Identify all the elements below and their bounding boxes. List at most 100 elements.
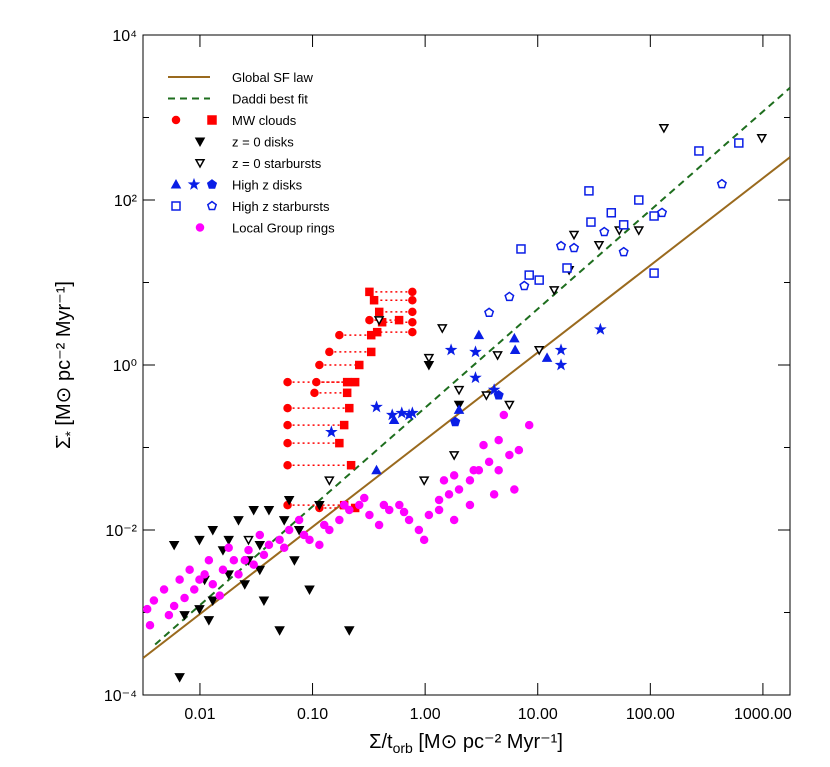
x-tick-label: 0.10: [297, 706, 328, 723]
marker: [344, 626, 355, 636]
plot-area: [143, 87, 790, 683]
marker: [533, 346, 545, 356]
x-tick-label: 100.00: [626, 706, 675, 723]
marker: [218, 565, 228, 574]
marker: [319, 520, 329, 530]
x-tick-label: 10.00: [518, 706, 558, 723]
marker: [408, 295, 417, 305]
marker: [599, 226, 610, 237]
legend-marker: [194, 137, 206, 148]
marker: [489, 490, 499, 499]
marker: [373, 316, 385, 326]
marker: [504, 400, 515, 411]
marker: [453, 404, 465, 414]
marker: [479, 440, 488, 450]
marker: [215, 591, 225, 600]
marker: [305, 535, 314, 545]
marker: [408, 287, 417, 297]
legend-label: MW clouds: [232, 113, 297, 128]
marker: [366, 347, 376, 357]
legend-marker: [206, 179, 218, 189]
marker: [283, 420, 292, 430]
marker: [568, 242, 580, 253]
y-tick-label: 10⁻⁴: [104, 688, 137, 705]
marker: [484, 307, 495, 318]
marker: [481, 391, 492, 401]
marker: [453, 385, 465, 396]
marker: [365, 287, 374, 297]
marker: [315, 540, 324, 550]
marker: [584, 186, 594, 196]
marker: [494, 435, 503, 445]
fit-line: [154, 87, 790, 646]
marker: [469, 345, 482, 358]
marker: [312, 377, 321, 387]
marker: [509, 332, 520, 343]
marker: [339, 420, 349, 430]
marker: [365, 510, 374, 520]
marker: [355, 500, 364, 510]
x-tick-label: 1.00: [410, 706, 441, 723]
marker: [554, 343, 568, 356]
marker: [524, 270, 534, 280]
marker: [200, 570, 209, 579]
fit-line: [143, 156, 790, 659]
legend-marker: [171, 201, 181, 211]
marker: [335, 438, 344, 448]
marker: [283, 438, 292, 448]
marker: [371, 464, 382, 475]
marker: [365, 315, 374, 325]
marker: [756, 134, 768, 144]
marker: [207, 526, 219, 536]
marker: [149, 596, 159, 605]
legend-label: Local Group rings: [232, 221, 335, 236]
marker: [255, 530, 265, 540]
marker: [310, 388, 319, 398]
marker: [388, 414, 400, 425]
marker: [274, 626, 285, 636]
marker: [233, 516, 244, 526]
marker: [494, 465, 503, 475]
marker: [325, 525, 334, 535]
marker: [145, 621, 155, 630]
marker: [618, 246, 629, 257]
y-label-units: [M⊙ pc⁻² Myr⁻¹]: [53, 281, 75, 431]
marker: [499, 410, 509, 420]
legend-label: Daddi best fit: [232, 92, 308, 107]
marker: [258, 596, 270, 606]
marker: [449, 515, 459, 525]
marker: [264, 540, 274, 550]
marker: [524, 420, 534, 430]
marker: [325, 425, 338, 438]
marker: [487, 383, 501, 396]
marker: [414, 525, 424, 535]
marker: [465, 500, 475, 510]
marker: [175, 575, 184, 584]
marker: [469, 465, 478, 475]
marker: [734, 138, 744, 148]
legend-label: High z disks: [232, 178, 303, 193]
marker: [289, 556, 300, 566]
marker: [360, 493, 369, 503]
marker: [418, 476, 430, 486]
marker: [649, 268, 659, 278]
marker: [304, 585, 315, 596]
marker: [259, 550, 269, 560]
marker: [249, 560, 258, 569]
marker: [404, 515, 414, 525]
marker: [568, 230, 580, 241]
marker: [190, 585, 199, 594]
marker: [448, 451, 460, 461]
marker: [369, 295, 379, 305]
marker: [509, 344, 521, 354]
marker: [325, 347, 334, 357]
marker: [223, 570, 234, 580]
legend-marker: [171, 115, 181, 125]
marker: [244, 545, 253, 555]
marker: [207, 596, 219, 606]
marker: [248, 505, 259, 516]
y-axis-label: Σ̇* [M⊙ pc⁻² Myr⁻¹]: [53, 281, 78, 449]
marker: [408, 307, 417, 317]
marker: [346, 460, 356, 470]
